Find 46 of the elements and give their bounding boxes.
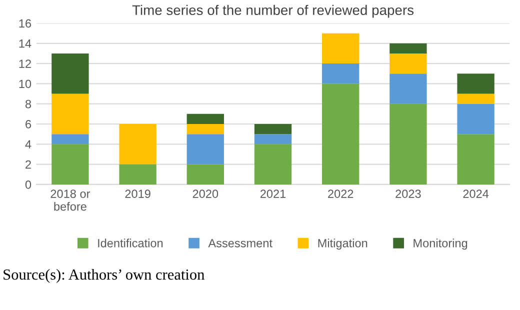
x-tick-label: 2019	[125, 190, 150, 198]
y-tick-label: 0	[25, 180, 32, 189]
legend-label: Mitigation	[318, 238, 368, 250]
y-tick-label: 12	[19, 60, 31, 68]
y-tick-label: 4	[25, 140, 32, 148]
chart-title: Time series of the number of reviewed papers	[132, 4, 414, 18]
y-tick-label: 8	[25, 100, 32, 108]
bar	[186, 164, 224, 184]
bar	[119, 164, 156, 184]
bar	[186, 134, 224, 164]
bar	[186, 114, 224, 124]
y-tick-label: 6	[26, 120, 32, 128]
bar	[322, 84, 360, 184]
x-tick-label: 2024	[463, 190, 489, 198]
bar	[322, 64, 360, 84]
bar	[390, 104, 427, 184]
bar	[322, 33, 360, 64]
bar	[52, 53, 89, 94]
bar	[52, 144, 89, 184]
y-tick-label: 16	[19, 19, 32, 28]
legend-label: Monitoring	[414, 238, 468, 250]
source-note: Source(s): Authors’ own creation	[4, 268, 204, 283]
x-tick-label: 2020	[192, 190, 218, 198]
x-tick-label: 2023	[396, 190, 421, 198]
bar	[457, 134, 494, 184]
bar	[254, 144, 292, 184]
bar	[457, 94, 494, 104]
bar	[52, 134, 89, 144]
bar	[52, 94, 89, 134]
y-tick-label: 2	[26, 160, 31, 169]
bar	[254, 134, 292, 144]
bar	[390, 74, 427, 104]
x-tick-label: 2018 or before	[50, 190, 90, 211]
y-tick-label: 14	[19, 40, 32, 48]
bar	[254, 124, 292, 134]
legend-label: Assessment	[208, 239, 272, 248]
bar	[186, 124, 224, 134]
x-tick-label: 2021	[260, 190, 286, 198]
bar	[457, 74, 494, 94]
legend-label: Identification	[98, 238, 163, 248]
bar	[119, 124, 156, 164]
y-tick-label: 10	[19, 80, 32, 88]
bar	[457, 104, 494, 134]
bar	[390, 43, 427, 54]
bar	[390, 53, 427, 74]
x-tick-label: 2022	[328, 190, 354, 198]
